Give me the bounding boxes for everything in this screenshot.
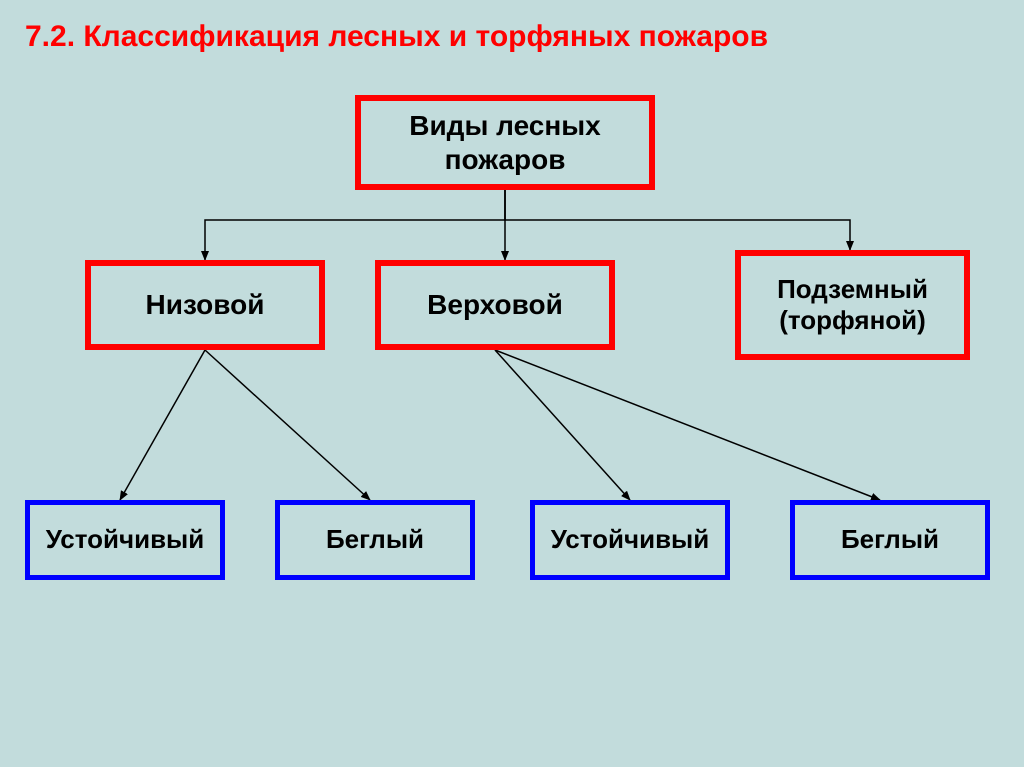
edge-n1-l1 [120, 350, 205, 500]
node-l1: Устойчивый [25, 500, 225, 580]
node-l4: Беглый [790, 500, 990, 580]
edge-n2-l4 [495, 350, 880, 500]
node-root: Виды лесныхпожаров [355, 95, 655, 190]
diagram-title: 7.2. Классификация лесных и торфяных пож… [25, 20, 999, 54]
node-n2: Верховой [375, 260, 615, 350]
node-l2: Беглый [275, 500, 475, 580]
edge-n1-l2 [205, 350, 370, 500]
node-n1: Низовой [85, 260, 325, 350]
node-n3: Подземный(торфяной) [735, 250, 970, 360]
edge-root-n1 [205, 190, 505, 260]
edge-root-n3 [505, 190, 850, 250]
edge-n2-l3 [495, 350, 630, 500]
node-l3: Устойчивый [530, 500, 730, 580]
